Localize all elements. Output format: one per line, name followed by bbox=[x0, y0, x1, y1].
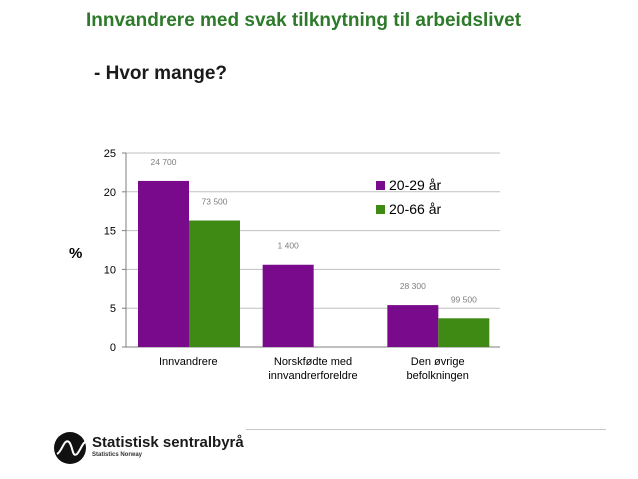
legend-swatch bbox=[376, 205, 385, 214]
data-label: 24 700 bbox=[151, 157, 177, 167]
bar bbox=[138, 180, 189, 347]
ssb-logo: Statistisk sentralbyrå Statistics Norway bbox=[54, 432, 244, 464]
logo-sub: Statistics Norway bbox=[92, 452, 143, 458]
data-label: 99 500 bbox=[451, 294, 477, 304]
bars bbox=[138, 180, 490, 347]
logo-name: Statistisk sentralbyrå bbox=[92, 434, 244, 451]
ssb-logo-icon bbox=[54, 432, 86, 464]
slide-title: Innvandrere med svak tilknytning til arb… bbox=[86, 10, 522, 31]
y-tick-label: 10 bbox=[104, 264, 116, 276]
x-tick-label: innvandrerforeldre bbox=[268, 370, 357, 382]
data-label: 28 300 bbox=[400, 281, 426, 291]
slide-subtitle: - Hvor mange? bbox=[94, 63, 228, 84]
bar bbox=[189, 220, 240, 347]
y-tick-label: 25 bbox=[104, 148, 116, 160]
footer-divider bbox=[246, 429, 606, 430]
data-label: 73 500 bbox=[202, 197, 228, 207]
bar-chart: 0 5 10 15 20 25 24 700 73 500 1 400 28 300 99 500… bbox=[69, 148, 500, 382]
y-tick-label: 20 bbox=[104, 187, 116, 199]
x-tick-label: befolkningen bbox=[406, 370, 468, 382]
category-labels: Innvandrere Norskfødte med innvandrerforel… bbox=[159, 356, 469, 382]
x-tick-label: Norskfødte med bbox=[274, 356, 352, 368]
y-axis-label: % bbox=[69, 245, 82, 262]
bar bbox=[262, 264, 314, 347]
bar bbox=[438, 318, 490, 347]
y-tick-label: 5 bbox=[110, 303, 116, 315]
legend-label: 20-66 år bbox=[389, 201, 441, 217]
bar bbox=[387, 305, 439, 347]
data-labels: 24 700 73 500 1 400 28 300 99 500 bbox=[151, 157, 478, 304]
x-tick-label: Den øvrige bbox=[411, 356, 465, 368]
y-tick-label: 15 bbox=[104, 226, 116, 238]
legend-swatch bbox=[376, 181, 385, 190]
legend: 20-29 år 20-66 år bbox=[376, 177, 441, 217]
legend-label: 20-29 år bbox=[389, 177, 441, 193]
y-ticks: 0 5 10 15 20 25 bbox=[104, 148, 127, 354]
x-tick-label: Innvandrere bbox=[159, 356, 218, 368]
data-label: 1 400 bbox=[278, 241, 300, 251]
y-tick-label: 0 bbox=[110, 342, 116, 354]
